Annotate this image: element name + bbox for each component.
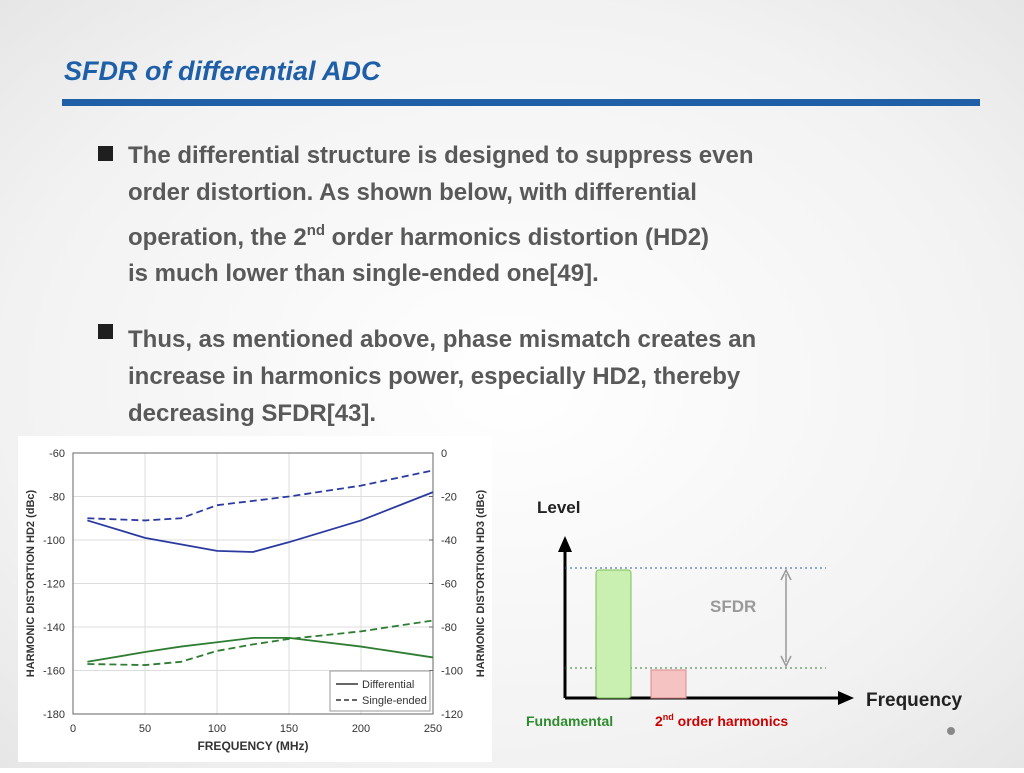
bullet-marker <box>98 324 113 339</box>
y2-tick-label: 0 <box>441 448 447 460</box>
legend-label: Single-ended <box>362 695 427 707</box>
arrowhead <box>780 568 792 668</box>
legend-label: Differential <box>362 679 414 691</box>
y2-axis-label: HARMONIC DISTORTION HD3 (dBc) <box>475 489 487 677</box>
plot-frame <box>72 452 434 715</box>
text: 2 <box>655 713 663 729</box>
bullet-marker <box>98 146 113 161</box>
x-tick-label: 250 <box>424 723 442 735</box>
y2-tick-label: -120 <box>441 709 463 721</box>
frequency-label: Frequency <box>866 690 963 711</box>
series-line <box>87 619 434 666</box>
level-label: Level <box>537 498 580 517</box>
y-tick-label: -60 <box>49 448 65 460</box>
x-tick-label: 50 <box>139 723 151 735</box>
harmonic-bar <box>650 669 687 699</box>
bullet-line: increase in harmonics power, especially … <box>128 363 741 390</box>
y2-tick-label: -20 <box>441 492 457 504</box>
y-tick-label: -80 <box>49 492 65 504</box>
y2-tick-label: -100 <box>441 666 463 678</box>
y2-tick-label: -40 <box>441 535 457 547</box>
superscript: nd <box>663 712 674 722</box>
slide-title: SFDR of differential ADC <box>64 56 381 86</box>
x-tick-label: 0 <box>70 723 76 735</box>
harmonic-label: 2nd order harmonics <box>655 712 788 729</box>
chart-panel <box>18 436 492 762</box>
legend-box <box>329 670 431 712</box>
x-tick-label: 150 <box>280 723 298 735</box>
fundamental-label: Fundamental <box>526 713 613 729</box>
x-tick-label: 100 <box>208 723 226 735</box>
sfdr-diagram: Level SFDR Frequency Fundamental 2nd ord… <box>526 498 963 729</box>
x-tick-label: 200 <box>352 723 370 735</box>
series-line <box>87 491 434 553</box>
series-line <box>87 636 434 663</box>
x-axis-label: FREQUENCY (MHz) <box>197 739 308 753</box>
title-rule <box>62 99 980 106</box>
bullet-line: Thus, as mentioned above, phase mismatch… <box>128 326 756 353</box>
y-tick-label: -140 <box>43 622 65 634</box>
y-tick-label: -100 <box>43 535 65 547</box>
y-tick-label: -160 <box>43 666 65 678</box>
text: order harmonics distortion (HD2) <box>325 224 709 251</box>
y-tick-label: -180 <box>43 709 65 721</box>
bullet-line: is much lower than single-ended one[49]. <box>128 260 599 287</box>
bullet-line: order distortion. As shown below, with d… <box>128 179 697 206</box>
y-axis-label: HARMONIC DISTORTION HD2 (dBc) <box>25 489 37 677</box>
text: operation, the 2 <box>128 224 307 251</box>
sfdr-label: SFDR <box>710 597 756 616</box>
bullet-line: The differential structure is designed t… <box>128 142 754 169</box>
y2-tick-label: -80 <box>441 622 457 634</box>
bullet-line: decreasing SFDR[43]. <box>128 400 376 427</box>
chart: -60 -80 -100 -120 -140 -160 -180 0 -20 -40 -60 -80 -… <box>18 436 492 762</box>
arrowhead <box>838 691 854 705</box>
slide-dot <box>947 727 955 735</box>
y-tick-label: -120 <box>43 579 65 591</box>
arrowhead <box>558 536 572 552</box>
bullet-line: operation, the 2nd order harmonics disto… <box>128 222 709 251</box>
superscript: nd <box>307 222 325 239</box>
fundamental-bar <box>595 569 632 699</box>
text: order harmonics <box>674 713 789 729</box>
y2-tick-label: -60 <box>441 579 457 591</box>
series-line <box>87 469 434 522</box>
